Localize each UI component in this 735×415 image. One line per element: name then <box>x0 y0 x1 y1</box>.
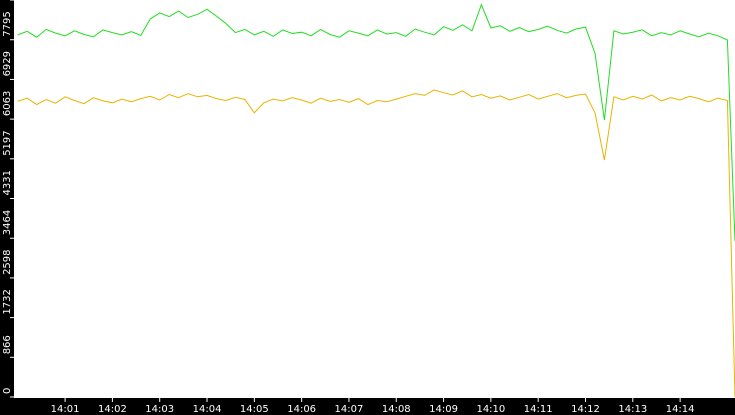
x-tick-label: 14:14 <box>666 404 695 415</box>
x-axis-strip <box>0 398 735 415</box>
series-line <box>17 89 735 398</box>
x-tick-label: 14:08 <box>382 404 411 415</box>
x-tick-label: 14:13 <box>618 404 647 415</box>
y-tick-label: 866 <box>2 335 13 354</box>
series-line <box>17 3 735 242</box>
y-tick-label: 2598 <box>2 249 13 274</box>
x-tick-label: 14:10 <box>476 404 505 415</box>
y-tick-label: 1732 <box>2 289 13 314</box>
x-tick-label: 14:04 <box>193 404 222 415</box>
y-tick-label: 3464 <box>2 210 13 235</box>
x-tick-label: 14:03 <box>145 404 174 415</box>
y-tick-label: 6929 <box>2 51 13 76</box>
x-tick-label: 14:12 <box>571 404 600 415</box>
y-tick-label: 7795 <box>2 11 13 36</box>
x-tick-label: 14:11 <box>524 404 553 415</box>
x-tick-label: 14:02 <box>98 404 127 415</box>
x-tick-label: 14:07 <box>335 404 364 415</box>
y-tick-label: 6063 <box>2 91 13 116</box>
x-tick-label: 14:06 <box>287 404 316 415</box>
y-tick-label: 0 <box>2 388 13 394</box>
y-tick-label: 5197 <box>2 130 13 155</box>
x-tick-label: 14:09 <box>429 404 458 415</box>
x-tick-label: 14:05 <box>240 404 269 415</box>
y-axis-strip <box>0 0 14 415</box>
y-tick-label: 4331 <box>2 170 13 195</box>
x-tick-label: 14:01 <box>51 404 80 415</box>
